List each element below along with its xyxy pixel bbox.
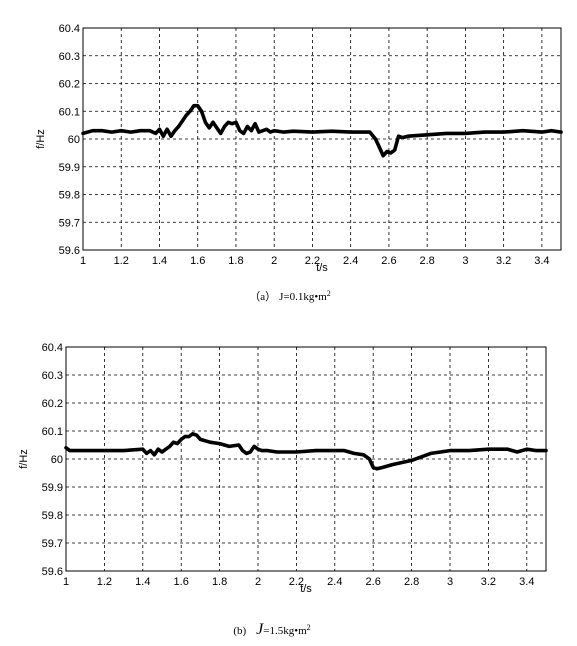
chart-a-x-tick-9: 2.8 — [420, 255, 435, 267]
chart-a-caption: （a） J=0.1kg•m2 — [249, 289, 331, 303]
chart-b-y-ticks: 59.6 59.7 59.8 59.9 60 60.1 60.2 60.3 60.4 — [42, 342, 63, 578]
chart-a-y-ticks: 59.6 59.7 59.8 59.9 60 60.1 60.2 60.3 60.4 — [59, 23, 80, 257]
chart-b-y-tick-2: 59.8 — [42, 510, 63, 522]
chart-a-x-tick-7: 2.4 — [343, 255, 358, 267]
chart-a-y-tick-5: 60.1 — [59, 106, 80, 118]
chart-b-caption: (b) J=1.5kg•m2 — [233, 621, 310, 638]
chart-b-caption-value: =1.5kg•m — [263, 625, 307, 637]
chart-b-x-tick-6: 2.2 — [289, 576, 304, 588]
chart-a-x-tick-0: 1 — [80, 255, 86, 267]
chart-b-y-tick-3: 59.9 — [42, 482, 63, 494]
chart-a-x-tick-2: 1.4 — [152, 255, 167, 267]
chart-a-caption-value: =0.1kg•m — [283, 291, 327, 303]
chart-b-y-tick-6: 60.2 — [42, 398, 63, 410]
chart-a-y-axis-label: f/Hz — [35, 129, 47, 149]
chart-b-x-tick-11: 3.2 — [481, 576, 496, 588]
chart-b-x-ticks: 1 1.2 1.4 1.6 1.8 2 2.2 2.4 2.6 2.8 3 3.2 3.4 — [63, 576, 535, 588]
chart-b-x-tick-10: 3 — [447, 576, 453, 588]
chart-b-x-tick-8: 2.6 — [366, 576, 381, 588]
chart-b-y-tick-1: 59.7 — [42, 538, 63, 550]
chart-b-x-tick-2: 1.4 — [135, 576, 150, 588]
chart-a-x-tick-10: 3 — [462, 255, 468, 267]
chart-a-y-tick-4: 60 — [68, 134, 80, 146]
chart-b-x-axis-label: t/s — [300, 583, 312, 595]
chart-b-y-tick-7: 60.3 — [42, 370, 63, 382]
chart-b-x-tick-7: 2.4 — [327, 576, 342, 588]
chart-a-caption-j: J — [279, 291, 284, 303]
chart-b-grid — [66, 347, 546, 571]
chart-b-x-tick-1: 1.2 — [97, 576, 112, 588]
chart-a-x-tick-3: 1.6 — [190, 255, 205, 267]
chart-a-x-tick-12: 3.4 — [534, 255, 549, 267]
chart-a: 1 1.2 1.4 1.6 1.8 2 2.2 2.4 2.6 2.8 3 3.2 3.4 59.659… — [35, 23, 563, 303]
chart-b-y-tick-5: 60.1 — [42, 426, 63, 438]
chart-b-series-line — [64, 432, 548, 471]
chart-a-plot-area — [82, 27, 562, 251]
chart-b-x-tick-3: 1.6 — [174, 576, 189, 588]
chart-b-y-axis-label: f/Hz — [18, 449, 30, 469]
chart-a-y-tick-0: 59.6 — [59, 245, 80, 257]
chart-a-y-tick-3: 59.9 — [59, 162, 80, 174]
chart-b-x-tick-5: 2 — [255, 576, 261, 588]
chart-a-y-tick-6: 60.2 — [59, 79, 80, 91]
chart-a-grid — [83, 28, 561, 250]
chart-b-caption-prefix: (b) — [233, 625, 246, 637]
chart-a-x-tick-4: 1.8 — [228, 255, 243, 267]
chart-a-caption-prefix: （a） — [249, 290, 276, 303]
chart-a-x-tick-5: 2 — [271, 255, 277, 267]
chart-a-x-tick-11: 3.2 — [496, 255, 511, 267]
chart-b-caption-j: J — [256, 621, 264, 638]
chart-b-y-tick-0: 59.6 — [42, 566, 63, 578]
chart-a-x-ticks: 1 1.2 1.4 1.6 1.8 2 2.2 2.4 2.6 2.8 3 3.2 3.4 — [80, 255, 550, 267]
chart-b: 1 1.2 1.4 1.6 1.8 2 2.2 2.4 2.6 2.8 3 3.2 3.4 59.659… — [18, 342, 548, 638]
chart-a-y-tick-1: 59.7 — [59, 217, 80, 229]
chart-b-caption-sup: 2 — [307, 623, 311, 632]
chart-b-y-tick-4: 60 — [51, 454, 63, 466]
chart-b-x-tick-0: 1 — [63, 576, 69, 588]
chart-a-caption-sup: 2 — [327, 289, 331, 298]
chart-a-y-tick-8: 60.4 — [59, 23, 80, 35]
chart-b-x-tick-4: 1.8 — [212, 576, 227, 588]
chart-b-x-tick-12: 3.4 — [519, 576, 534, 588]
chart-a-x-tick-8: 2.6 — [381, 255, 396, 267]
chart-b-y-tick-8: 60.4 — [42, 342, 63, 354]
chart-a-y-tick-2: 59.8 — [59, 190, 80, 202]
chart-a-series-line — [81, 103, 563, 158]
chart-a-x-tick-1: 1.2 — [114, 255, 129, 267]
chart-a-y-tick-7: 60.3 — [59, 51, 80, 63]
chart-a-x-axis-label: t/s — [316, 262, 328, 274]
chart-b-x-tick-9: 2.8 — [404, 576, 419, 588]
chart-a-x-tick-6: 2.2 — [305, 255, 320, 267]
